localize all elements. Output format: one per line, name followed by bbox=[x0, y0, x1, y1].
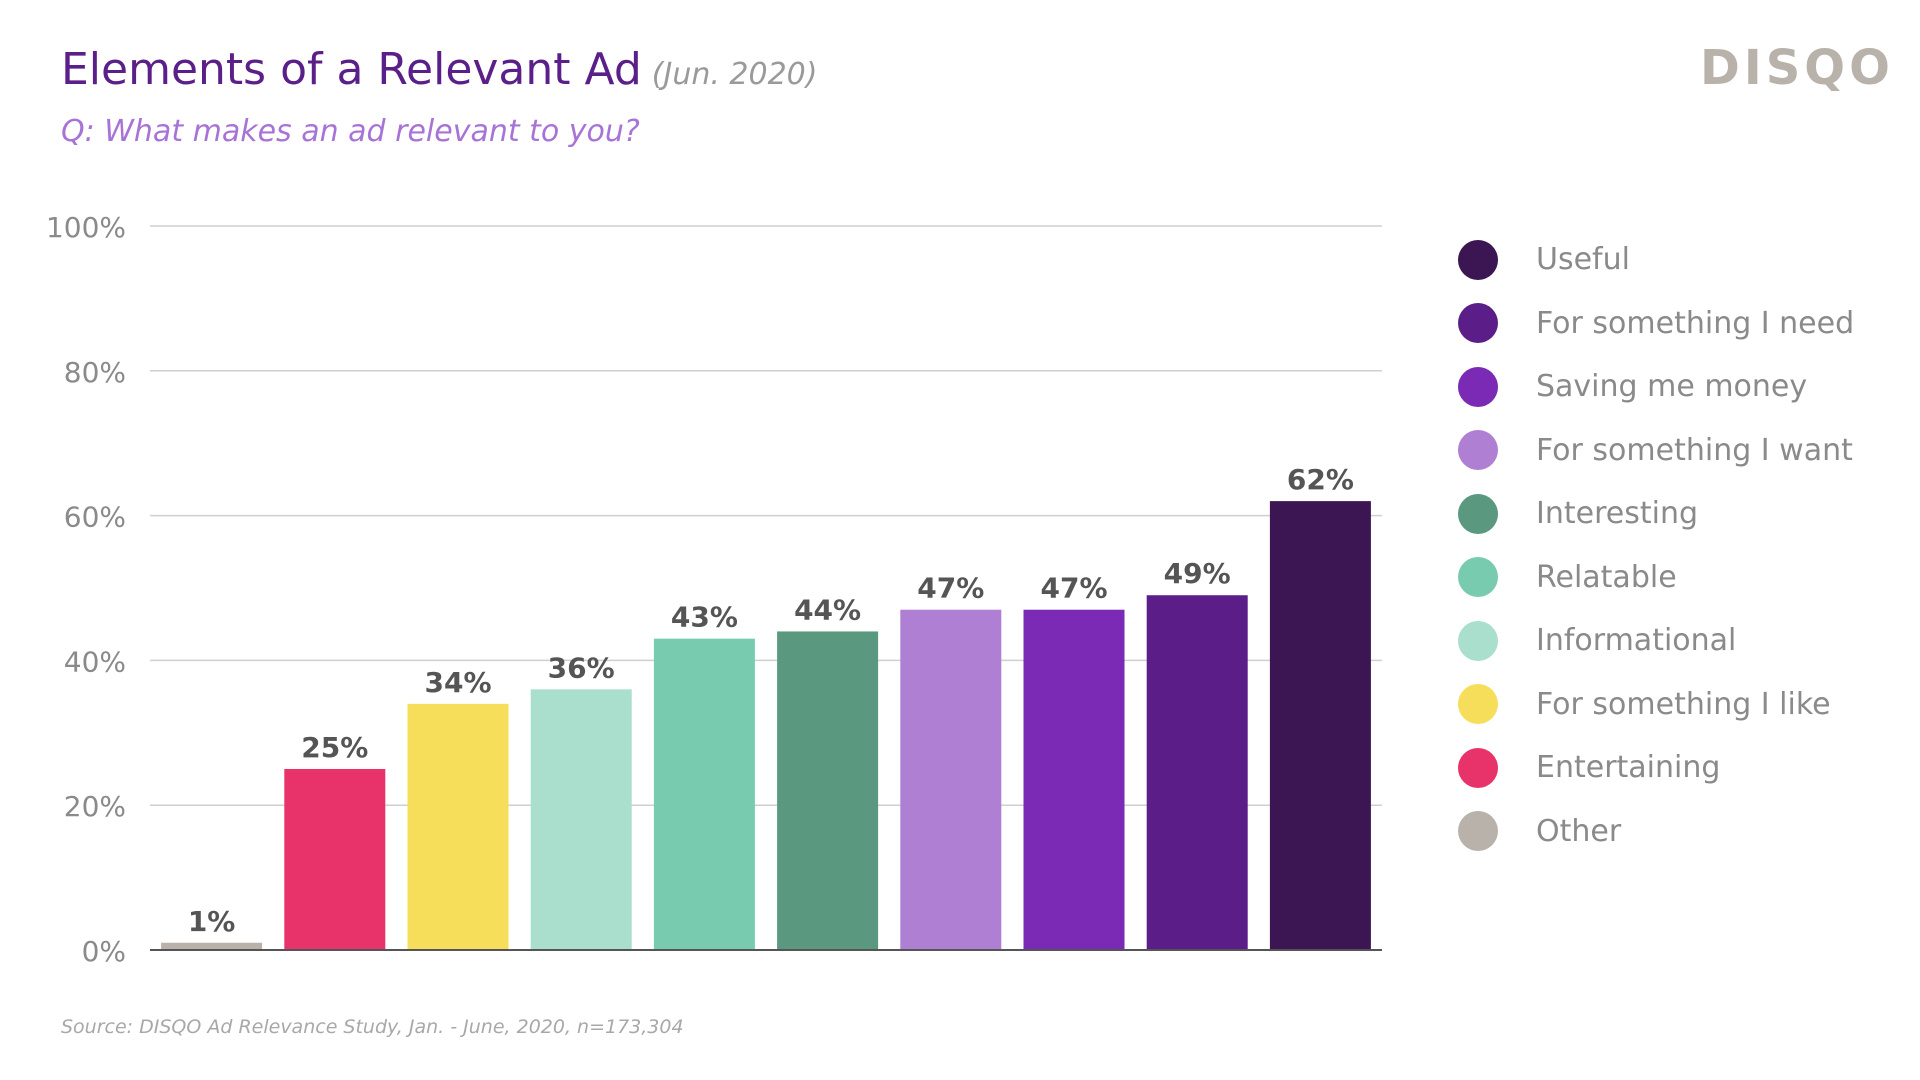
bar bbox=[1146, 595, 1248, 950]
bar-value-label: 25% bbox=[301, 731, 368, 764]
legend-label: Interesting bbox=[1536, 496, 1698, 532]
y-tick-label: 80% bbox=[64, 356, 126, 389]
legend-label: Entertaining bbox=[1536, 750, 1721, 786]
legend-swatch bbox=[1458, 303, 1498, 344]
legend-item: Relatable bbox=[1458, 546, 1898, 610]
legend-label: For something I need bbox=[1536, 305, 1855, 341]
bar-value-label: 36% bbox=[548, 651, 615, 684]
legend-swatch bbox=[1458, 747, 1498, 788]
legend-swatch bbox=[1458, 557, 1498, 598]
bar-value-label: 43% bbox=[671, 601, 738, 634]
y-tick-label: 0% bbox=[82, 935, 126, 968]
bar bbox=[900, 609, 1002, 950]
legend-label: Informational bbox=[1536, 623, 1737, 659]
bar-chart: 0% 20% 40% 60% 80% 100% 1% 25% 34% 36% 43% 44% 47% 47… bbox=[46, 211, 1382, 968]
legend-swatch bbox=[1458, 684, 1498, 725]
bar-value-label: 49% bbox=[1164, 557, 1231, 590]
bar-value-label: 34% bbox=[424, 666, 491, 699]
chart-title: Elements of a Relevant Ad (Jun. 2020) bbox=[61, 44, 817, 95]
bar bbox=[161, 942, 263, 950]
legend-item: Informational bbox=[1458, 609, 1898, 673]
legend-swatch bbox=[1458, 493, 1498, 534]
bar-value-label: 44% bbox=[794, 593, 861, 626]
y-tick-label: 100% bbox=[46, 211, 126, 244]
legend-label: Relatable bbox=[1536, 559, 1677, 595]
legend-item: For something I like bbox=[1458, 673, 1898, 737]
bar bbox=[407, 703, 509, 950]
bar bbox=[530, 689, 632, 950]
legend-item: Entertaining bbox=[1458, 736, 1898, 800]
legend-item: Interesting bbox=[1458, 482, 1898, 546]
legend-label: For something I like bbox=[1536, 686, 1831, 722]
bar-value-label: 47% bbox=[1040, 572, 1107, 605]
legend-label: Saving me money bbox=[1536, 369, 1808, 405]
legend-item: For something I need bbox=[1458, 292, 1898, 356]
y-tick-label: 40% bbox=[64, 645, 126, 678]
title-text: Elements of a Relevant Ad bbox=[61, 44, 642, 95]
source-footnote: Source: DISQO Ad Relevance Study, Jan. -… bbox=[61, 1016, 684, 1038]
legend-swatch bbox=[1458, 620, 1498, 661]
y-tick-label: 60% bbox=[64, 501, 126, 534]
y-tick-label: 20% bbox=[64, 790, 126, 823]
bar bbox=[284, 769, 386, 950]
bar bbox=[1023, 609, 1125, 950]
title-date: (Jun. 2020) bbox=[651, 57, 818, 92]
bar-value-label: 1% bbox=[188, 905, 236, 938]
chart-subtitle-question: Q: What makes an ad relevant to you? bbox=[61, 114, 640, 149]
legend-swatch bbox=[1458, 239, 1498, 280]
legend-label: Other bbox=[1536, 813, 1622, 849]
brand-logo: DISQO bbox=[1700, 40, 1894, 96]
bar bbox=[1269, 501, 1371, 950]
legend-item: Saving me money bbox=[1458, 355, 1898, 419]
bar-value-label: 47% bbox=[917, 572, 984, 605]
legend-swatch bbox=[1458, 366, 1498, 407]
legend-item: Useful bbox=[1458, 228, 1898, 292]
legend-item: Other bbox=[1458, 800, 1898, 864]
legend-item: For something I want bbox=[1458, 419, 1898, 483]
chart-legend: Useful For something I need Saving me mone… bbox=[1458, 228, 1898, 863]
bar bbox=[777, 631, 879, 950]
legend-label: For something I want bbox=[1536, 432, 1853, 468]
legend-swatch bbox=[1458, 430, 1498, 471]
bar bbox=[653, 638, 755, 950]
bar-value-label: 62% bbox=[1287, 463, 1354, 496]
legend-swatch bbox=[1458, 811, 1498, 852]
legend-label: Useful bbox=[1536, 242, 1630, 278]
